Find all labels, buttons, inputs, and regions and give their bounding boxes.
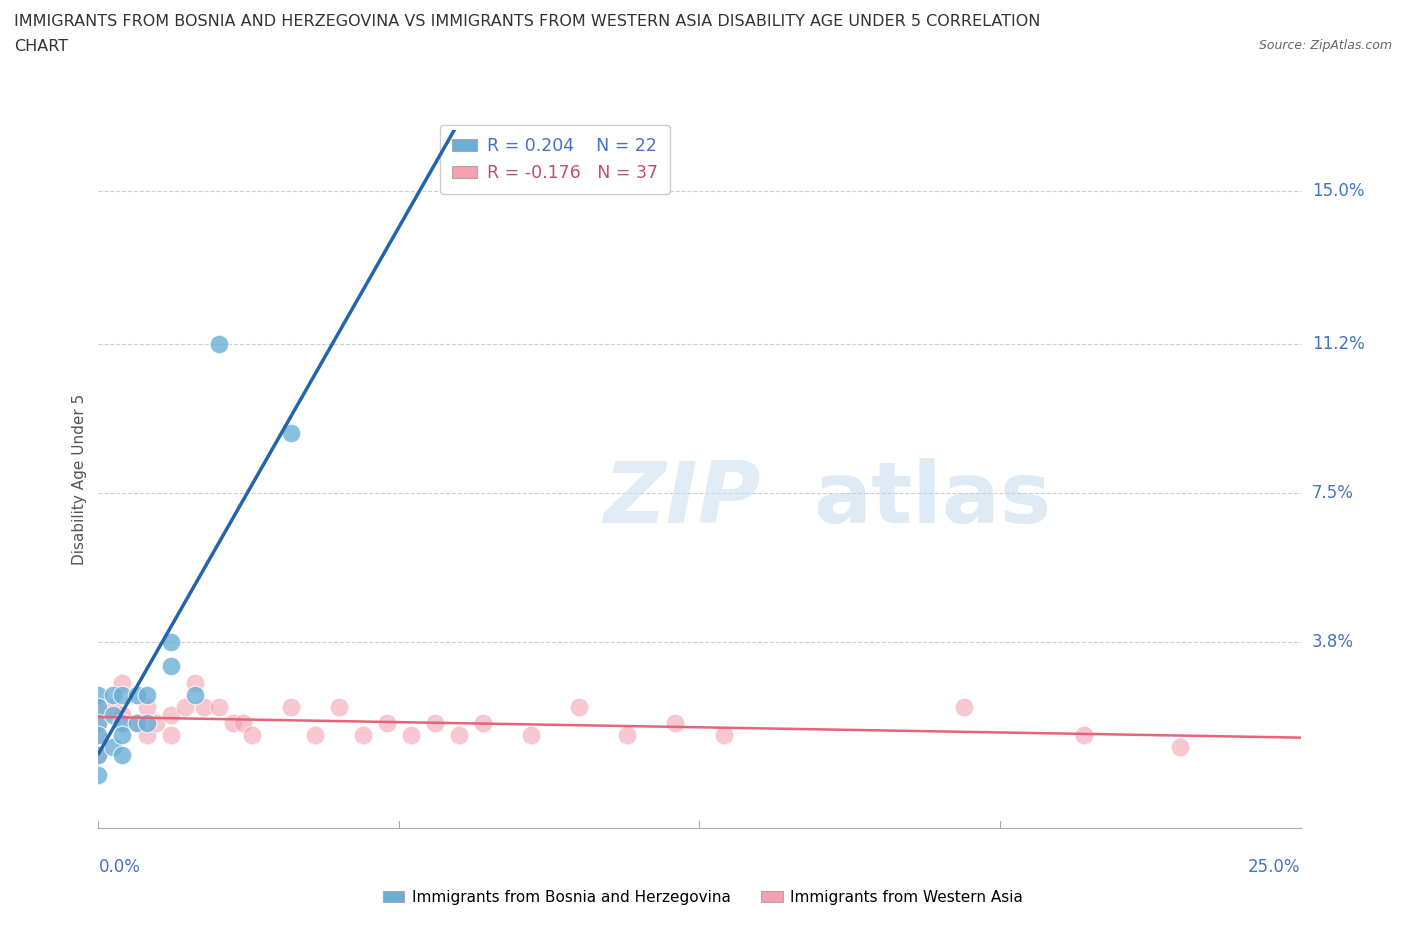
Point (1170, 739, 1192, 754)
Point (232, 715, 254, 730)
Point (472, 715, 495, 730)
Point (240, 727, 263, 742)
Point (208, 337, 231, 352)
Point (87, 687, 110, 702)
Point (328, 699, 350, 714)
Point (87, 768, 110, 783)
Point (193, 699, 215, 714)
Text: 3.8%: 3.8% (1312, 633, 1354, 651)
Point (664, 715, 686, 730)
Text: 7.5%: 7.5% (1312, 484, 1354, 502)
Text: 11.2%: 11.2% (1312, 335, 1364, 352)
Legend: Immigrants from Bosnia and Herzegovina, Immigrants from Western Asia: Immigrants from Bosnia and Herzegovina, … (377, 884, 1029, 911)
Point (125, 715, 148, 730)
Point (87, 715, 110, 730)
Point (135, 715, 157, 730)
Point (208, 699, 231, 714)
Point (423, 715, 446, 730)
Point (111, 748, 134, 763)
Point (87, 748, 110, 763)
Point (447, 727, 470, 742)
Point (183, 675, 205, 690)
Point (953, 699, 976, 714)
Point (352, 727, 374, 742)
Point (568, 699, 591, 714)
Text: IMMIGRANTS FROM BOSNIA AND HERZEGOVINA VS IMMIGRANTS FROM WESTERN ASIA DISABILIT: IMMIGRANTS FROM BOSNIA AND HERZEGOVINA V… (14, 14, 1040, 29)
Point (125, 715, 148, 730)
Text: 0.0%: 0.0% (98, 858, 141, 876)
Point (159, 659, 181, 674)
Text: atlas: atlas (814, 458, 1052, 541)
Text: ZIP: ZIP (603, 458, 761, 541)
Text: 25.0%: 25.0% (1249, 858, 1301, 876)
Point (101, 739, 124, 754)
Point (135, 699, 157, 714)
Point (87, 715, 110, 730)
Y-axis label: Disability Age Under 5: Disability Age Under 5 (72, 393, 87, 565)
Point (280, 699, 302, 714)
Point (183, 687, 205, 702)
Point (616, 727, 638, 742)
Point (87, 699, 110, 714)
Point (520, 727, 543, 742)
Point (399, 727, 422, 742)
Point (111, 675, 134, 690)
Point (135, 727, 157, 742)
Point (304, 727, 326, 742)
Point (87, 699, 110, 714)
Point (87, 727, 110, 742)
Point (101, 687, 124, 702)
Point (159, 708, 181, 723)
Point (174, 699, 197, 714)
Point (135, 687, 157, 702)
Point (280, 425, 302, 440)
Legend: R = 0.204    N = 22, R = -0.176   N = 37: R = 0.204 N = 22, R = -0.176 N = 37 (440, 125, 671, 194)
Point (159, 635, 181, 650)
Point (222, 715, 245, 730)
Point (87, 748, 110, 763)
Text: CHART: CHART (14, 39, 67, 54)
Point (159, 727, 181, 742)
Point (111, 687, 134, 702)
Point (111, 727, 134, 742)
Point (713, 727, 735, 742)
Point (87, 727, 110, 742)
Point (125, 687, 148, 702)
Point (101, 708, 124, 723)
Point (111, 715, 134, 730)
Text: 15.0%: 15.0% (1312, 181, 1364, 200)
Point (375, 715, 398, 730)
Point (101, 699, 124, 714)
Point (1073, 727, 1095, 742)
Point (145, 715, 167, 730)
Text: Source: ZipAtlas.com: Source: ZipAtlas.com (1258, 39, 1392, 52)
Point (111, 708, 134, 723)
